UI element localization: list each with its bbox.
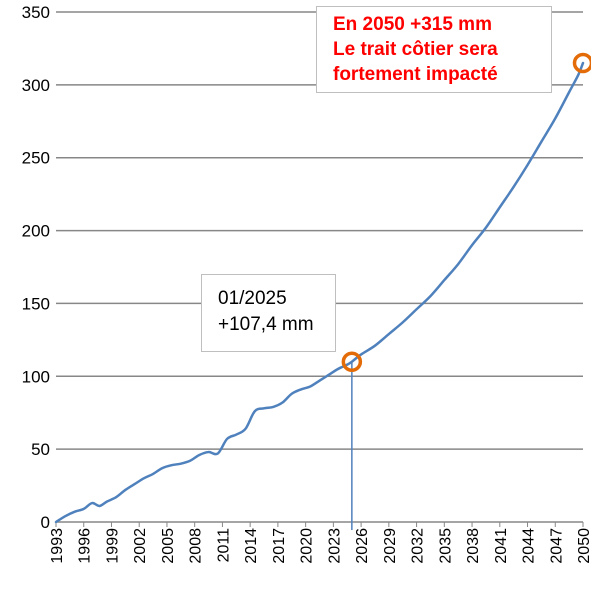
y-tick-label: 0 xyxy=(41,513,50,532)
y-tick-label: 150 xyxy=(22,294,50,313)
x-tick-label: 2047 xyxy=(548,528,565,564)
y-tick-label: 300 xyxy=(22,76,50,95)
highlight-point-1 xyxy=(572,52,591,74)
x-tick-label: 2026 xyxy=(354,528,371,564)
y-tick-label: 250 xyxy=(22,149,50,168)
series-layer xyxy=(54,61,585,524)
x-tick-label: 2029 xyxy=(382,528,399,564)
y-tick-label: 100 xyxy=(22,367,50,386)
x-tick-label: 2038 xyxy=(465,528,482,564)
highlight-points xyxy=(341,52,591,372)
x-tick-label: 2014 xyxy=(243,528,260,564)
series-line-0 xyxy=(54,61,585,524)
x-tick-label: 1993 xyxy=(49,528,66,564)
x-tick-label: 2041 xyxy=(493,528,510,564)
annotation-2050-line2: Le trait côtier sera xyxy=(333,39,498,60)
x-tick-label: 1996 xyxy=(77,528,94,564)
x-tick-label: 2035 xyxy=(437,528,454,564)
annotation-2050-line3: fortement impacté xyxy=(333,64,498,85)
annotation-2025-value: +107,4 mm xyxy=(218,314,314,335)
highlight-point-0 xyxy=(341,351,363,372)
x-tick-label: 2020 xyxy=(299,528,316,564)
x-tick-label: 2005 xyxy=(160,528,177,564)
x-tick-label: 2023 xyxy=(326,528,343,564)
x-tick-label: 2017 xyxy=(271,528,288,564)
y-tick-label: 50 xyxy=(31,440,50,459)
x-tick-label: 2032 xyxy=(410,528,427,564)
y-axis-ticks: 0 50 100 150 200 250 300 350 xyxy=(22,3,50,532)
x-tick-label: 2002 xyxy=(132,528,149,564)
x-axis-ticks: 1993 1996 1999 2002 2005 2008 2011 2014 2017 2020… xyxy=(49,522,591,564)
x-tick-label: 2011 xyxy=(215,528,232,563)
x-tick-label: 2050 xyxy=(576,528,591,564)
x-tick-label: 1999 xyxy=(104,528,121,564)
annotation-2050-line1: En 2050 +315 mm xyxy=(333,14,492,35)
annotation-2025-date: 01/2025 xyxy=(218,288,287,309)
y-tick-label: 200 xyxy=(22,222,50,241)
x-tick-label: 2008 xyxy=(188,528,205,564)
y-tick-label: 350 xyxy=(22,3,50,22)
annotation-2025: 01/2025 +107,4 mm xyxy=(201,274,336,352)
annotation-2050: En 2050 +315 mm Le trait côtier sera for… xyxy=(316,6,552,93)
x-tick-label: 2044 xyxy=(521,528,538,564)
